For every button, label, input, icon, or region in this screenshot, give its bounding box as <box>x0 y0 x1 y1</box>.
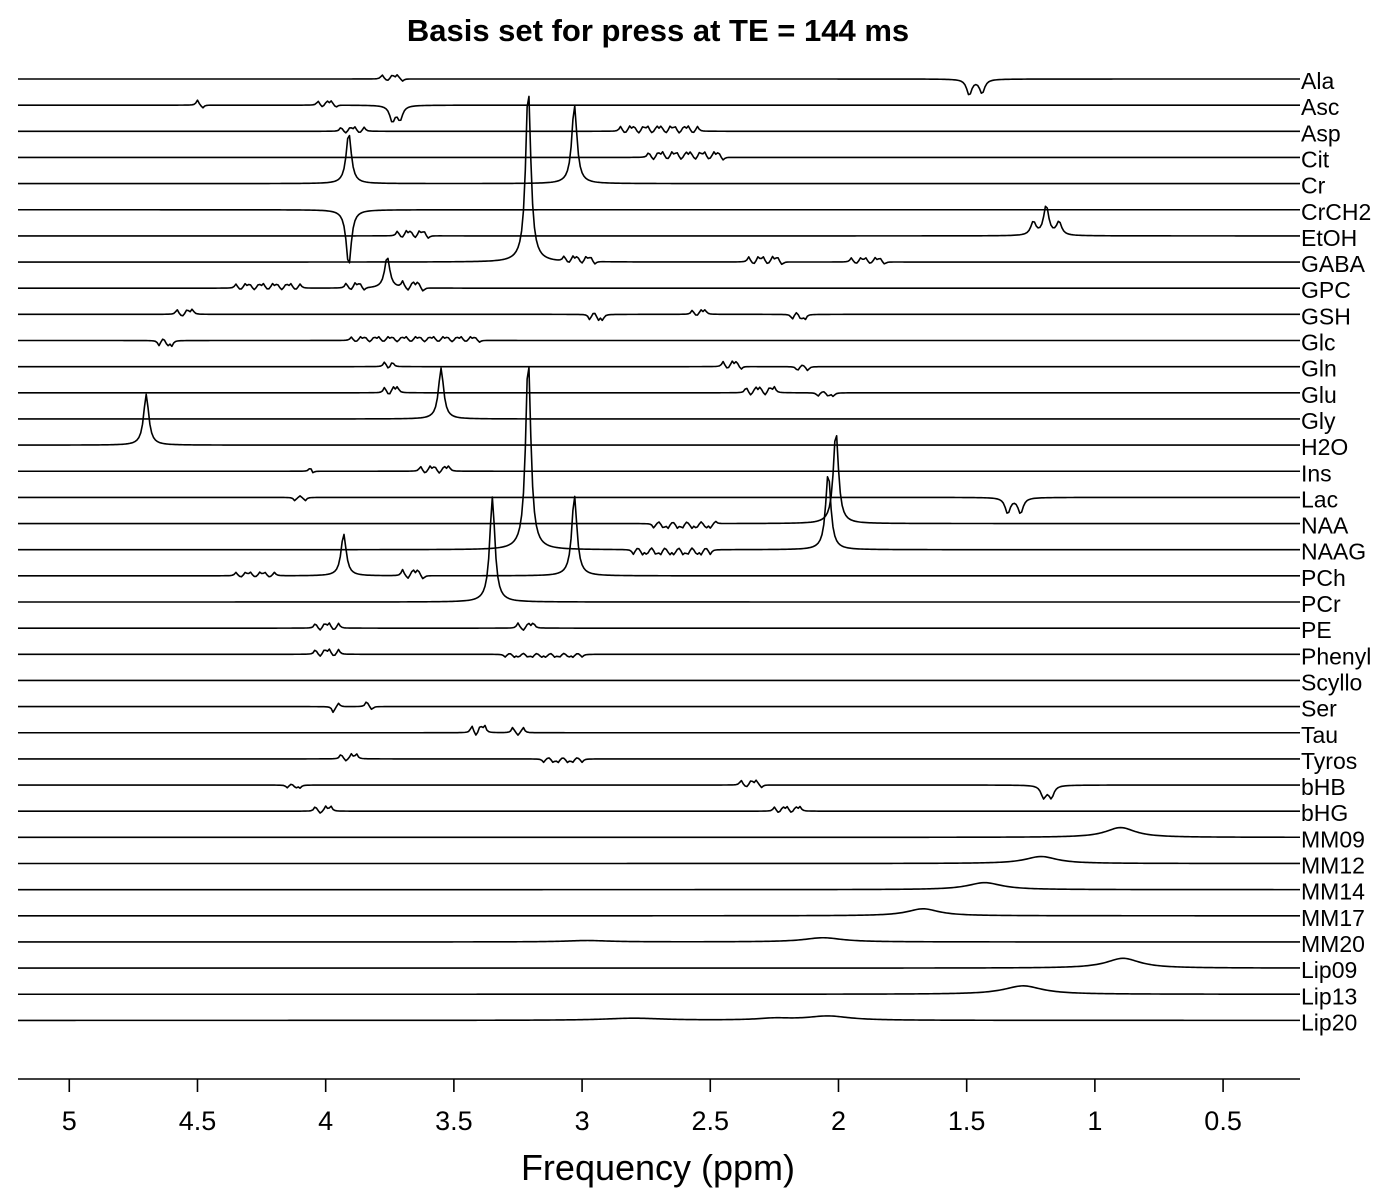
spectrum-trace-gpc <box>18 257 1300 292</box>
series-label: MM17 <box>1301 905 1365 931</box>
x-tick-label: 1.5 <box>948 1106 986 1136</box>
series-label: PE <box>1301 617 1332 643</box>
metabolite-labels: AlaAscAspCitCrCrCH2EtOHGABAGPCGSHGlcGlnG… <box>1301 68 1371 1035</box>
x-tick-label: 3.5 <box>435 1106 473 1136</box>
x-tick-label: 5 <box>62 1106 77 1136</box>
spectrum-trace-crch2 <box>18 208 1300 264</box>
series-label: Gln <box>1301 356 1337 382</box>
spectrum-trace-gsh <box>18 308 1300 322</box>
series-label: Ser <box>1301 696 1337 722</box>
spectrum-trace-etoh <box>18 205 1300 239</box>
x-tick-label: 4 <box>318 1106 333 1136</box>
spectrum-trace-mm20 <box>18 936 1300 943</box>
series-label: MM20 <box>1301 931 1365 957</box>
series-label: bHB <box>1301 774 1346 800</box>
series-label: GPC <box>1301 277 1351 303</box>
spectrum-trace-mm17 <box>18 908 1300 917</box>
series-label: H2O <box>1301 434 1348 460</box>
series-label: CrCH2 <box>1301 199 1371 225</box>
series-label: MM09 <box>1301 826 1365 852</box>
x-axis-ticks: 5 4.5 4 3.5 3 2.5 2 1.5 1 0.5 <box>62 1079 1242 1136</box>
series-label: NAA <box>1301 513 1349 539</box>
series-label: Asp <box>1301 120 1341 146</box>
series-label: Lac <box>1301 486 1338 512</box>
spectrum-trace-asp <box>18 125 1300 134</box>
series-label: Ala <box>1301 68 1334 94</box>
spectrum-trace-naag <box>18 366 1300 556</box>
spectrum-trace-pe <box>18 622 1300 631</box>
series-label: Scyllo <box>1301 669 1362 695</box>
spectrum-trace-pcr <box>18 496 1300 603</box>
spectrum-trace-pch <box>18 495 1300 580</box>
x-axis-label: Frequency (ppm) <box>521 1147 795 1188</box>
series-label: Tau <box>1301 722 1338 748</box>
spectrum-trace-ins <box>18 465 1300 474</box>
spectra-traces <box>18 74 1300 1022</box>
spectrum-trace-asc <box>18 99 1300 123</box>
x-tick-label: 2 <box>831 1106 846 1136</box>
series-label: Tyros <box>1301 748 1357 774</box>
x-tick-label: 2.5 <box>692 1106 730 1136</box>
series-label: Gly <box>1301 408 1336 434</box>
spectrum-trace-tau <box>18 724 1300 736</box>
series-label: GABA <box>1301 251 1366 277</box>
spectrum-trace-mm14 <box>18 881 1300 891</box>
series-label: Glc <box>1301 330 1336 356</box>
series-label: Lip20 <box>1301 1009 1357 1035</box>
spectrum-trace-h2o <box>18 393 1300 446</box>
series-label: Lip09 <box>1301 957 1357 983</box>
spectrum-trace-lac <box>18 495 1300 515</box>
series-label: Phenyl <box>1301 643 1371 669</box>
spectrum-trace-bhb <box>18 779 1300 800</box>
series-label: bHG <box>1301 800 1348 826</box>
x-tick-label: 4.5 <box>179 1106 217 1136</box>
spectrum-trace-glc <box>18 335 1300 348</box>
series-label: PCr <box>1301 591 1341 617</box>
spectrum-trace-ser <box>18 701 1300 714</box>
spectrum-trace-tyros <box>18 752 1300 764</box>
series-label: NAAG <box>1301 539 1366 565</box>
series-label: EtOH <box>1301 225 1357 251</box>
spectrum-trace-phenyl <box>18 648 1300 659</box>
x-tick-label: 1 <box>1087 1106 1102 1136</box>
spectrum-trace-mm12 <box>18 855 1300 865</box>
spectrum-trace-gly <box>18 367 1300 420</box>
spectrum-trace-gln <box>18 360 1300 372</box>
chart-title: Basis set for press at TE = 144 ms <box>407 13 909 48</box>
series-label: MM14 <box>1301 879 1365 905</box>
spectrum-trace-naa <box>18 434 1300 530</box>
series-label: GSH <box>1301 303 1351 329</box>
spectrum-trace-cit <box>18 150 1300 161</box>
spectrum-trace-lip20 <box>18 1015 1300 1022</box>
spectrum-trace-mm09 <box>18 826 1300 839</box>
x-axis: 5 4.5 4 3.5 3 2.5 2 1.5 1 0.5 <box>18 1078 1300 1136</box>
series-label: Lip13 <box>1301 983 1357 1009</box>
spectrum-trace-gaba <box>18 95 1300 266</box>
spectrum-trace-lip13 <box>18 985 1300 996</box>
series-label: Glu <box>1301 382 1337 408</box>
series-label: Asc <box>1301 94 1339 120</box>
spectrum-trace-glu <box>18 385 1300 398</box>
spectrum-trace-cr <box>18 105 1300 185</box>
series-label: Cit <box>1301 146 1330 172</box>
x-tick-label: 3 <box>575 1106 590 1136</box>
x-tick-label: 0.5 <box>1204 1106 1242 1136</box>
series-label: Ins <box>1301 460 1332 486</box>
spectrum-trace-bhg <box>18 805 1300 814</box>
spectrum-trace-lip09 <box>18 957 1300 969</box>
series-label: Cr <box>1301 173 1326 199</box>
series-label: MM12 <box>1301 853 1365 879</box>
series-label: PCh <box>1301 565 1346 591</box>
spectrum-trace-ala <box>18 74 1300 96</box>
